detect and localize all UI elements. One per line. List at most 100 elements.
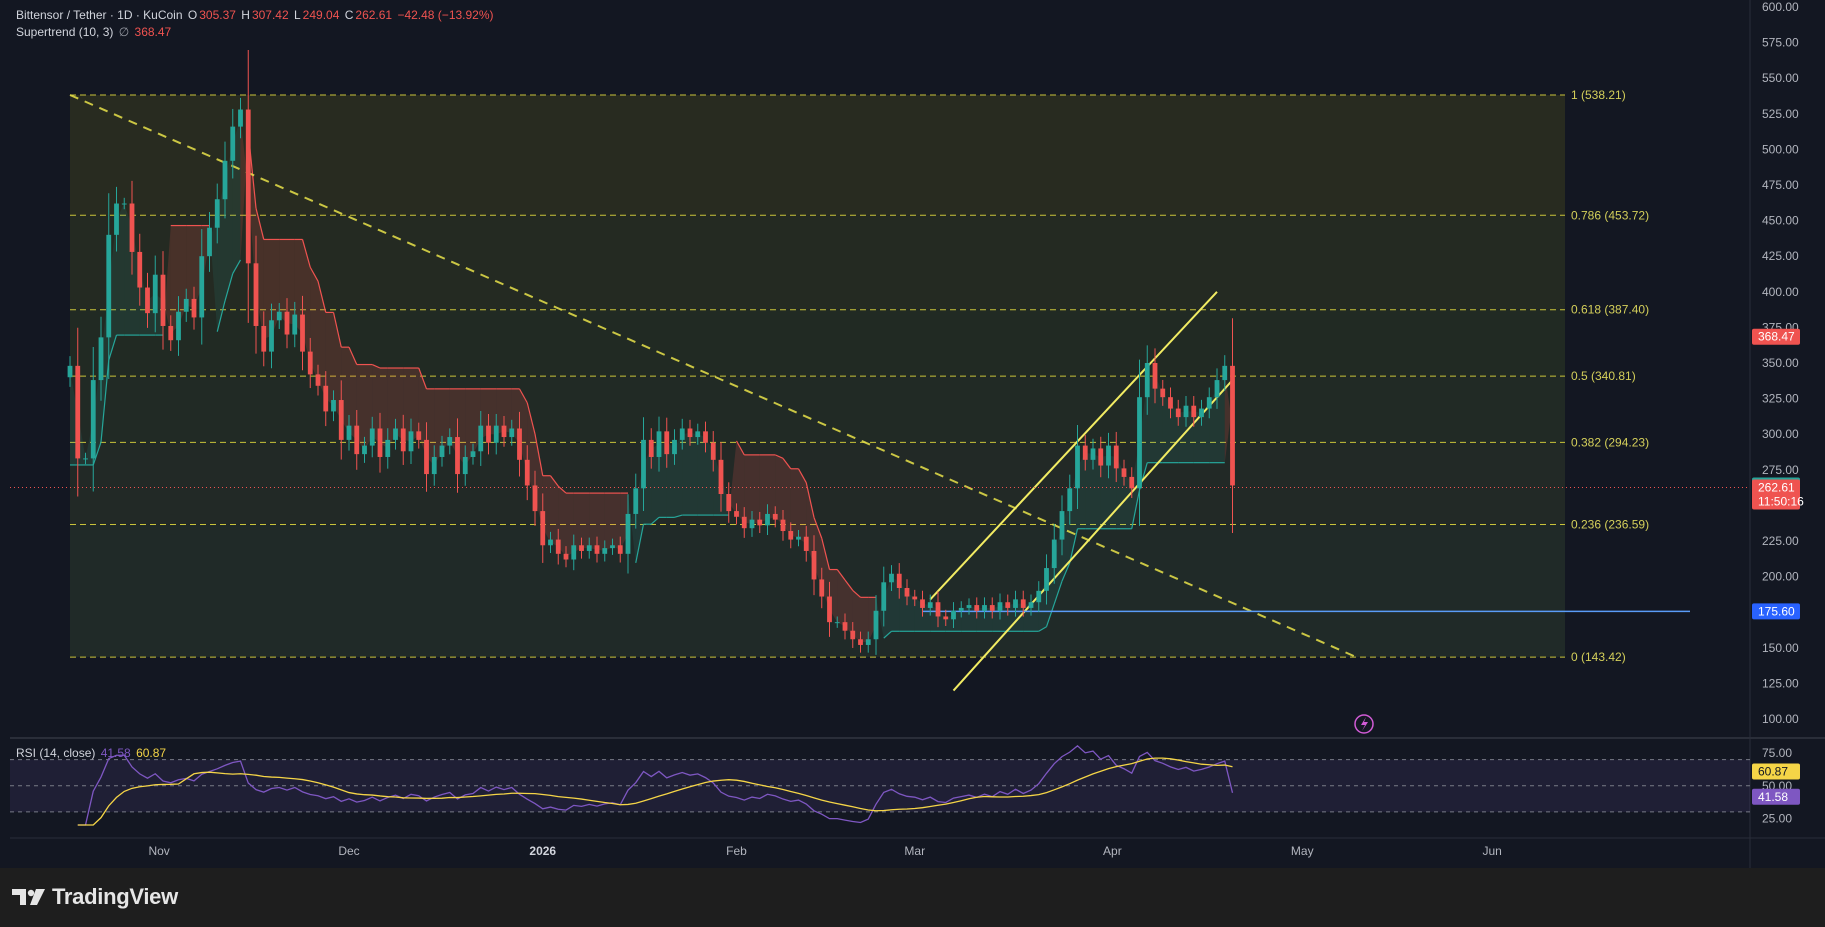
price-tag-label: 368.47 (1758, 330, 1795, 344)
candle-body (1075, 445, 1080, 489)
supertrend-fill (325, 312, 334, 406)
supertrend-fill (713, 451, 721, 516)
candle-body (982, 605, 987, 611)
candle-body (75, 365, 81, 459)
candle-body (951, 610, 956, 620)
candle-body (656, 431, 662, 457)
tradingview-logo[interactable]: TradingView (12, 884, 178, 910)
time-tick-label: May (1291, 844, 1314, 858)
indicator-header[interactable]: Supertrend (10, 3) ∅ 368.47 (16, 25, 173, 39)
chart-canvas[interactable]: 1 (538.21) 0.786 (453.72) 0.618 (387.40) 0.… (0, 0, 1825, 868)
candle-body (1013, 599, 1018, 608)
candle-body (579, 545, 584, 551)
candle-body (772, 513, 778, 520)
supertrend-fill (1100, 455, 1109, 529)
supertrend-fill (860, 597, 869, 643)
price-tick-label: 100.00 (1762, 712, 1799, 726)
supertrend-line (1053, 580, 1063, 605)
rsi-header[interactable]: RSI (14, close) 41.58 60.87 (16, 746, 168, 760)
candle-body (269, 320, 274, 352)
supertrend-line (108, 334, 118, 361)
candle-body (1160, 388, 1166, 398)
candle-body (563, 553, 569, 560)
supertrend-fill (403, 368, 411, 442)
candle-body (183, 298, 189, 312)
supertrend-line (650, 516, 660, 525)
supertrend-line (1131, 489, 1141, 529)
supertrend-fill (992, 606, 1000, 632)
candle-body (648, 439, 654, 457)
low-label: L (293, 8, 301, 22)
fib-zone (70, 376, 1565, 443)
candle-body (106, 234, 112, 338)
candle-body (912, 596, 918, 600)
candle-body (819, 579, 825, 597)
supertrend-fill (1093, 454, 1101, 529)
rsi-label: RSI (14, close) (16, 746, 96, 760)
candle-body (478, 425, 484, 452)
supertrend-line (526, 402, 536, 435)
candle-body (749, 519, 755, 529)
supertrend-fill (372, 364, 380, 443)
candle-body (718, 459, 724, 495)
supertrend-fill (659, 442, 667, 518)
supertrend-fill (256, 208, 264, 339)
candle-body (67, 365, 73, 378)
time-tick-label: Dec (338, 844, 359, 858)
candle-body (974, 605, 980, 611)
supertrend-fill (775, 454, 783, 526)
candle-body (238, 109, 243, 127)
candle-body (1059, 511, 1065, 540)
candle-body (532, 485, 538, 512)
candle-body (641, 439, 646, 489)
candle-body (889, 573, 894, 583)
candle-body (904, 587, 910, 597)
supertrend-fill (465, 388, 473, 466)
candle-body (1214, 380, 1220, 398)
close-label: C (344, 8, 354, 22)
candle-body (354, 425, 360, 455)
supertrend-line (550, 475, 559, 487)
candle-body (300, 314, 305, 352)
supertrend-fill (287, 239, 295, 325)
supertrend-line (317, 281, 327, 313)
fib-label: 0.5 (340.81) (1571, 369, 1636, 383)
candle-body (834, 622, 840, 624)
trendline-channel-upper (929, 291, 1218, 601)
supertrend-line (418, 367, 428, 390)
candle-body (1005, 602, 1011, 608)
supertrend-fill (1224, 372, 1233, 463)
candle-body (152, 274, 158, 314)
change-value: −42.48 (−13.92%) (397, 8, 494, 22)
price-tick-label: 325.00 (1762, 392, 1799, 406)
supertrend-line (782, 457, 792, 470)
supertrend-line (735, 440, 745, 456)
symbol-name[interactable]: Bittensor / Tether · 1D · KuCoin (16, 8, 183, 22)
price-tick-label: 350.00 (1762, 356, 1799, 370)
supertrend-line (518, 388, 528, 404)
candle-body (1051, 539, 1057, 569)
supertrend-fill (736, 440, 745, 523)
rsi-pane (10, 738, 1750, 838)
fib-zone (70, 215, 1565, 310)
candle-body (1121, 468, 1127, 477)
rsi-tag (1752, 788, 1800, 805)
indicator-label: Supertrend (10, 3) (16, 25, 114, 39)
candle-body (679, 428, 685, 440)
candle-body (90, 380, 96, 459)
supertrend-fill (744, 454, 752, 524)
candle-body (199, 256, 205, 318)
supertrend-fill (132, 227, 140, 336)
candle-body (633, 488, 639, 514)
supertrend-fill (349, 347, 357, 440)
supertrend-line (1038, 626, 1047, 632)
supertrend-fill (697, 434, 706, 516)
supertrend-line (805, 482, 815, 518)
supertrend-fill (496, 388, 504, 435)
trendline-descending (69, 94, 1357, 659)
candle-body (501, 425, 507, 438)
candle-body (509, 428, 515, 438)
hidden-eye-icon[interactable]: ∅ (118, 25, 130, 39)
supertrend-fill (922, 603, 931, 632)
